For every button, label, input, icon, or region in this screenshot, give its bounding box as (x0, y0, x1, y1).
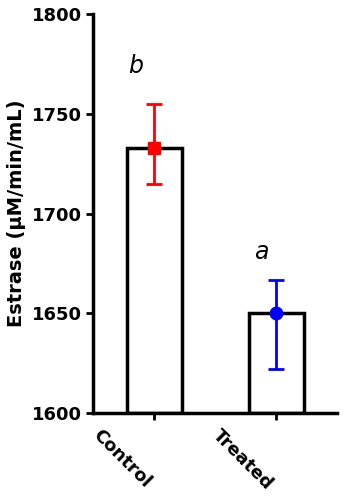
Bar (249, 314, 303, 414)
Text: b: b (129, 54, 143, 78)
Bar (127, 148, 182, 414)
Text: a: a (254, 240, 269, 264)
Y-axis label: Estrase (µM/min/mL): Estrase (µM/min/mL) (7, 100, 26, 328)
